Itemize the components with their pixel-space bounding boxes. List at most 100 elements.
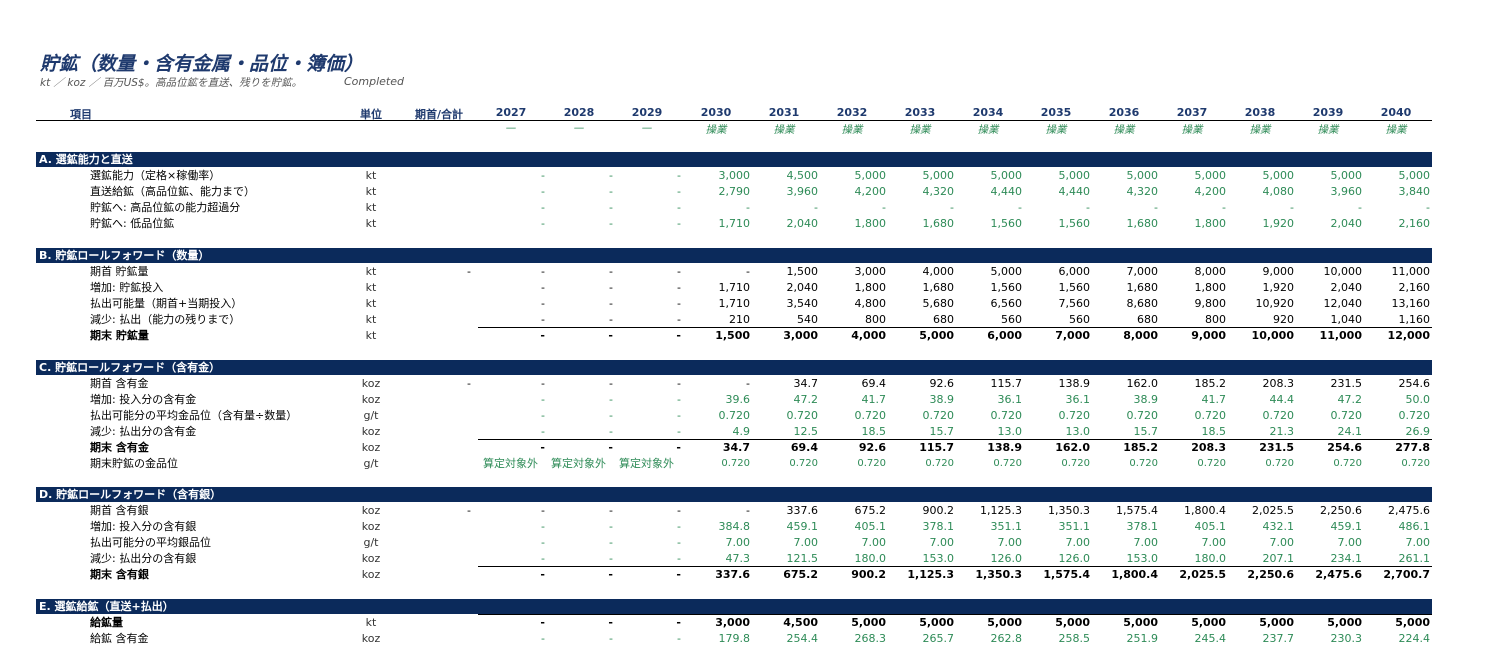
cell-value: - — [541, 281, 545, 294]
table-row: 払出可能量（期首+当期投入） kt - - - 1,710 3,540 4,800 5,680 6… — [0, 296, 1500, 312]
row-unit: kt — [365, 616, 377, 629]
row-unit: koz — [361, 425, 381, 438]
cell-value: 3,960 — [786, 185, 819, 198]
year-header: 2029 — [631, 106, 663, 119]
row-unit: koz — [361, 377, 381, 390]
cell-value: 7.00 — [1337, 536, 1363, 549]
cell-value: 11,000 — [1391, 265, 1431, 278]
row-label: 給鉱量 — [90, 616, 123, 629]
cell-value: - — [677, 409, 681, 422]
cell-value: 1,710 — [718, 297, 751, 310]
cell-value: 7.00 — [793, 536, 819, 549]
cell-value: 1,125.3 — [907, 568, 954, 581]
row-unit: koz — [361, 552, 381, 565]
cell-value: 69.4 — [861, 377, 887, 390]
cell-value: 1,575.4 — [1116, 504, 1158, 517]
cell-value: - — [540, 616, 545, 629]
cell-value: 265.7 — [922, 632, 955, 645]
cell-value: 36.1 — [1065, 393, 1091, 406]
section-header: B. 貯鉱ロールフォワード（数量） — [36, 248, 1432, 263]
phase-label: 操業 — [1249, 124, 1271, 136]
cell-value: - — [676, 441, 681, 454]
row-unit: kt — [365, 297, 377, 310]
status-label: Completed — [344, 75, 404, 88]
cell-value: 10,000 — [1251, 329, 1294, 342]
cell-value: 0.720 — [1262, 409, 1295, 422]
cell-value: 0.720 — [993, 458, 1022, 469]
year-header: 2031 — [768, 106, 800, 119]
cell-value: 1,500 — [786, 265, 819, 278]
row-label: 給鉱 含有金 — [90, 632, 149, 645]
cell-value: 5,680 — [922, 297, 955, 310]
opening-value: - — [467, 504, 471, 517]
cell-value: 7,560 — [1058, 297, 1091, 310]
cell-value: - — [950, 201, 954, 214]
cell-value: 7.00 — [861, 536, 887, 549]
cell-value: 1,680 — [1126, 281, 1159, 294]
cell-value: 5,000 — [922, 169, 955, 182]
row-unit: kt — [365, 169, 377, 182]
table-row: 期末 貯鉱量 kt - - - 1,500 3,000 4,000 5,000 6,000 7,00… — [0, 327, 1500, 344]
table-row: 貯鉱へ: 高品位鉱の能力超過分 kt - - - - - - - - - - - - - - — [0, 200, 1500, 216]
cell-value: 230.3 — [1330, 632, 1363, 645]
table-row: 払出可能分の平均金品位（含有量÷数量） g/t - - - 0.720 0.720 0.720… — [0, 408, 1500, 424]
cell-value: - — [609, 504, 613, 517]
cell-value: 405.1 — [1194, 520, 1227, 533]
cell-value: 675.2 — [854, 504, 887, 517]
cell-value: 4,000 — [851, 329, 886, 342]
page-title: 貯鉱（数量・含有金属・品位・簿価） — [40, 53, 364, 75]
cell-value: 0.720 — [1333, 458, 1362, 469]
cell-value: 12,000 — [1387, 329, 1430, 342]
table-row: 減少: 払出分の含有銀 koz - - - 47.3 121.5 180.0 153.0 126.… — [0, 551, 1500, 567]
cell-value: 680 — [933, 313, 954, 326]
cell-value: 5,000 — [1395, 616, 1430, 629]
cell-value: - — [609, 520, 613, 533]
cell-value: 92.6 — [858, 441, 886, 454]
cell-value: 18.5 — [1201, 425, 1227, 438]
cell-value: 41.7 — [861, 393, 887, 406]
table-row: 給鉱量 kt - - - 3,000 4,500 5,000 5,000 5,000 5,000 5,… — [0, 614, 1500, 631]
phase-label: 操業 — [909, 124, 931, 136]
cell-value: - — [609, 201, 613, 214]
section-header: A. 選鉱能力と直送 — [36, 152, 1432, 167]
phase-label: 操業 — [841, 124, 863, 136]
cell-value: 405.1 — [854, 520, 887, 533]
cell-value: 1,710 — [718, 217, 751, 230]
cell-value: 560 — [1069, 313, 1090, 326]
cell-value: 1,560 — [990, 217, 1023, 230]
cell-value: 254.6 — [1398, 377, 1431, 390]
cell-value: - — [677, 217, 681, 230]
cell-value: 261.1 — [1398, 552, 1431, 565]
section-header: E. 選鉱給鉱（直送+払出） — [36, 599, 1432, 614]
row-unit: kt — [365, 265, 377, 278]
cell-value: - — [746, 504, 750, 517]
cell-value: 245.4 — [1194, 632, 1227, 645]
table-row: 期首 含有金 koz - - - - - 34.7 69.4 92.6 115.7 138.9 162.… — [0, 376, 1500, 392]
phase-label: 操業 — [705, 124, 727, 136]
section-title: A. 選鉱能力と直送 — [39, 153, 133, 166]
cell-value: 262.8 — [990, 632, 1023, 645]
cell-value: - — [676, 329, 681, 342]
cell-value: 459.1 — [1330, 520, 1363, 533]
cell-value: 4,500 — [783, 616, 818, 629]
cell-value: 7.00 — [929, 536, 955, 549]
cell-value: 3,000 — [718, 169, 751, 182]
cell-value: - — [1018, 201, 1022, 214]
row-label: 貯鉱へ: 高品位鉱の能力超過分 — [90, 201, 241, 214]
cell-value: - — [608, 329, 613, 342]
row-label: 払出可能分の平均銀品位 — [90, 536, 211, 549]
phase-label: — — [573, 122, 585, 134]
cell-value: - — [676, 616, 681, 629]
row-unit: koz — [361, 393, 381, 406]
cell-value: 5,000 — [1259, 616, 1294, 629]
cell-value: - — [541, 409, 545, 422]
table-row: 期末 含有銀 koz - - - 337.6 675.2 900.2 1,125.3 1,350.… — [0, 566, 1500, 583]
cell-value: - — [541, 552, 545, 565]
cell-value: - — [608, 441, 613, 454]
cell-value: 1,560 — [1058, 217, 1091, 230]
section-title: C. 貯鉱ロールフォワード（含有金） — [39, 361, 221, 374]
cell-value: - — [609, 281, 613, 294]
cell-value: 1,920 — [1262, 217, 1295, 230]
cell-value: 1,125.3 — [980, 504, 1022, 517]
row-label: 期末貯鉱の金品位 — [90, 457, 178, 470]
